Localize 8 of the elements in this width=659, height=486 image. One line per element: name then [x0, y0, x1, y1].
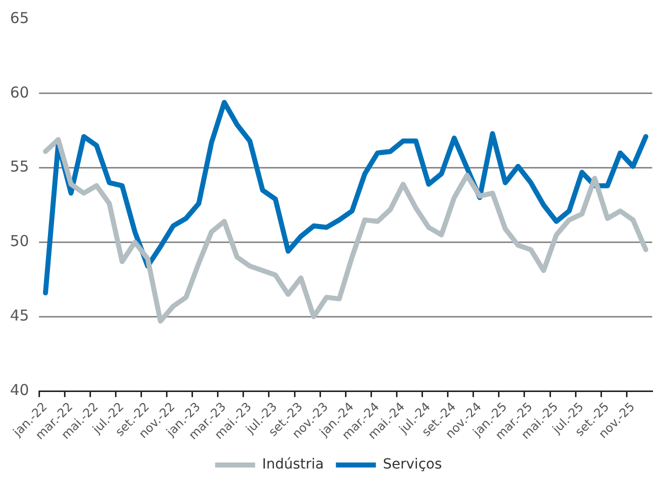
y-tick-label: 40 — [10, 380, 30, 399]
y-tick-label: 45 — [10, 306, 30, 325]
y-tick-label: 55 — [10, 158, 30, 176]
y-tick-label: 50 — [10, 232, 30, 250]
legend-label: Serviços — [382, 456, 442, 473]
legend-label: Indústria — [262, 456, 324, 473]
y-tick-label: 65 — [10, 8, 30, 27]
y-tick-label: 60 — [10, 83, 30, 102]
